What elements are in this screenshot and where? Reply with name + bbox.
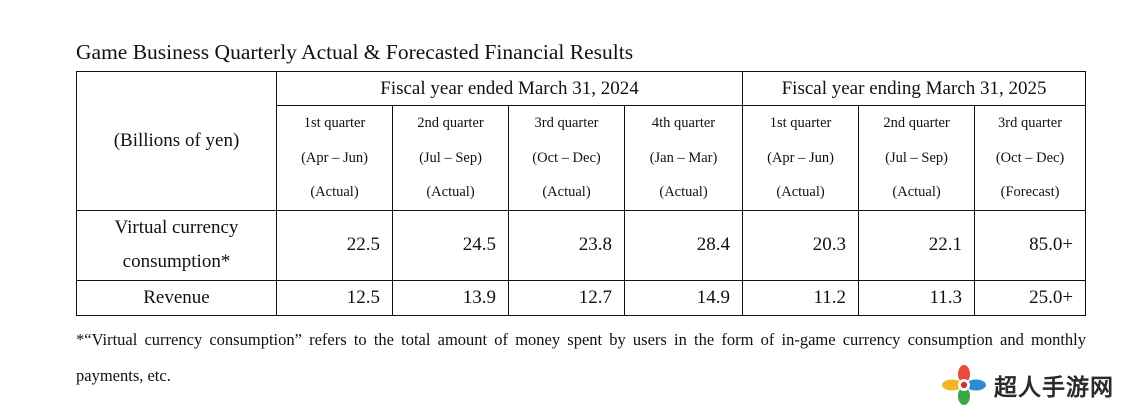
financial-results-table: (Billions of yen) Fiscal year ended Marc… bbox=[76, 71, 1087, 316]
quarter-header: 4th quarter (Jan – Mar) (Actual) bbox=[623, 105, 744, 211]
table-cell: 11.2 bbox=[742, 279, 860, 316]
table-cell: 13.9 bbox=[392, 279, 509, 316]
quarter-header: 1st quarter (Apr – Jun) (Actual) bbox=[276, 105, 393, 211]
footnote: *“Virtual currency consumption” refers t… bbox=[76, 330, 1086, 385]
quarter-period: (Apr – Jun) bbox=[301, 149, 368, 166]
quarter-period: (Jul – Sep) bbox=[885, 149, 948, 166]
watermark-logo: 超人手游网 bbox=[940, 365, 1114, 405]
quarter-status: (Actual) bbox=[310, 184, 359, 200]
quarter-name: 3rd quarter bbox=[998, 115, 1063, 131]
quarter-name: 1st quarter bbox=[769, 115, 832, 131]
quarter-header: 2nd quarter (Jul – Sep) (Actual) bbox=[392, 105, 509, 211]
table-cell: 11.3 bbox=[858, 279, 976, 316]
table-row: Virtual currency consumption* 22.5 24.5 … bbox=[76, 209, 1087, 281]
quarter-status: (Actual) bbox=[892, 184, 941, 200]
quarter-period: (Oct – Dec) bbox=[995, 149, 1065, 166]
page-title: Game Business Quarterly Actual & Forecas… bbox=[76, 40, 634, 64]
row-label-line: Virtual currency bbox=[114, 217, 239, 238]
quarter-name: 3rd quarter bbox=[534, 115, 599, 131]
quarter-status: (Actual) bbox=[776, 184, 825, 200]
quarter-status: (Actual) bbox=[659, 184, 708, 200]
table-cell: 22.1 bbox=[858, 209, 976, 281]
table-cell: 14.9 bbox=[623, 279, 744, 316]
row-label-line: consumption* bbox=[122, 251, 231, 272]
table-cell: 85.0+ bbox=[974, 209, 1087, 281]
quarter-name: 4th quarter bbox=[651, 115, 716, 131]
unit-label: (Billions of yen) bbox=[76, 71, 277, 211]
table-cell: 28.4 bbox=[623, 209, 744, 281]
table-cell: 23.8 bbox=[508, 209, 625, 281]
quarter-period: (Jul – Sep) bbox=[419, 149, 482, 166]
quarter-header: 2nd quarter (Jul – Sep) (Actual) bbox=[858, 105, 976, 211]
watermark-text: 超人手游网 bbox=[994, 375, 1114, 401]
fiscal-year-2024-header: Fiscal year ended March 31, 2024 bbox=[275, 71, 744, 106]
flower-logo-icon bbox=[942, 365, 986, 405]
quarter-period: (Oct – Dec) bbox=[532, 149, 601, 166]
row-label-revenue: Revenue bbox=[76, 279, 277, 316]
quarter-header: 3rd quarter (Oct – Dec) (Actual) bbox=[508, 105, 625, 211]
row-label-virtual-currency: Virtual currency consumption* bbox=[76, 209, 277, 281]
table-cell: 12.5 bbox=[276, 279, 393, 316]
quarter-period: (Apr – Jun) bbox=[767, 149, 834, 166]
quarter-header: 3rd quarter (Oct – Dec) (Forecast) bbox=[974, 105, 1087, 211]
fiscal-year-2025-header: Fiscal year ending March 31, 2025 bbox=[742, 71, 1087, 106]
table-cell: 12.7 bbox=[508, 279, 625, 316]
quarter-header: 1st quarter (Apr – Jun) (Actual) bbox=[742, 105, 860, 211]
table-cell: 25.0+ bbox=[974, 279, 1087, 316]
quarter-status: (Forecast) bbox=[1000, 184, 1060, 200]
table-row: Revenue 12.5 13.9 12.7 14.9 11.2 11.3 25… bbox=[76, 279, 1087, 316]
quarter-period: (Jan – Mar) bbox=[649, 149, 718, 166]
table-cell: 24.5 bbox=[392, 209, 509, 281]
quarter-status: (Actual) bbox=[426, 184, 475, 200]
quarter-name: 1st quarter bbox=[303, 115, 366, 131]
quarter-name: 2nd quarter bbox=[417, 115, 484, 131]
quarter-name: 2nd quarter bbox=[883, 115, 950, 131]
quarter-status: (Actual) bbox=[542, 184, 591, 200]
table-cell: 20.3 bbox=[742, 209, 860, 281]
table-cell: 22.5 bbox=[276, 209, 393, 281]
